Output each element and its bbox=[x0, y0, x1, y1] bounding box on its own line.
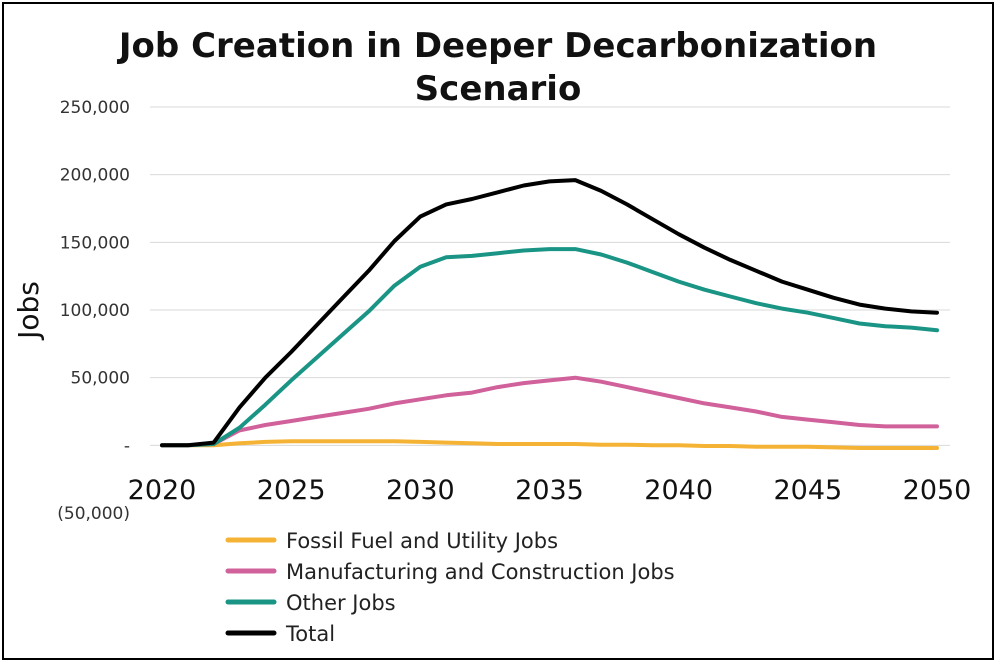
legend-entry: Manufacturing and Construction Jobs bbox=[286, 560, 675, 584]
x-tick-label: 2035 bbox=[515, 475, 584, 506]
chart-title-line-2: Scenario bbox=[415, 69, 582, 109]
y-axis-label: Jobs bbox=[12, 281, 45, 341]
y-tick-label: 150,000 bbox=[60, 233, 130, 253]
y-tick-label: - bbox=[124, 436, 130, 456]
y-tick-label: 100,000 bbox=[60, 301, 130, 321]
y-tick-label: (50,000) bbox=[57, 504, 130, 524]
x-tick-label: 2045 bbox=[773, 475, 842, 506]
gridlines bbox=[150, 106, 950, 446]
x-tick-label: 2050 bbox=[903, 475, 972, 506]
legend-entry: Fossil Fuel and Utility Jobs bbox=[286, 529, 558, 553]
x-tick-label: 2030 bbox=[386, 475, 455, 506]
x-tick-label: 2040 bbox=[644, 475, 713, 506]
legend-entry: Total bbox=[285, 622, 335, 646]
x-axis-ticks: 2020 2025 2030 2035 2040 2045 2050 bbox=[128, 475, 972, 506]
y-tick-label: 200,000 bbox=[60, 166, 130, 186]
y-tick-label: 50,000 bbox=[71, 369, 130, 389]
legend-entry: Other Jobs bbox=[286, 591, 396, 615]
legend: Fossil Fuel and Utility Jobs Manufacturin… bbox=[225, 529, 675, 646]
y-axis-ticks: 250,000 200,000 150,000 100,000 50,000 - (50,0… bbox=[57, 98, 130, 524]
x-tick-label: 2025 bbox=[257, 475, 326, 506]
series-line-manufacturing-and-construction-jobs bbox=[160, 375, 939, 448]
series-line-total bbox=[160, 178, 939, 448]
series-line-fossil-fuel-and-utility-jobs bbox=[160, 439, 939, 450]
chart-title-line-1: Job Creation in Deeper Decarbonization bbox=[117, 26, 877, 66]
series-lines bbox=[160, 178, 939, 450]
series-line-other-jobs bbox=[160, 247, 939, 448]
x-tick-label: 2020 bbox=[128, 475, 197, 506]
y-tick-label: 250,000 bbox=[60, 98, 130, 118]
